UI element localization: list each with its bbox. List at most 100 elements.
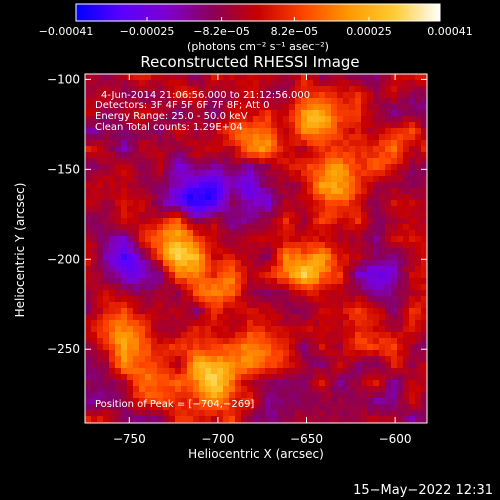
heatmap-cell (295, 284, 302, 291)
heatmap-cell (319, 206, 326, 213)
heatmap-cell (373, 302, 380, 309)
heatmap-cell (217, 146, 224, 153)
heatmap-cell (127, 338, 134, 345)
colorbar: −0.00041 −0.00025 −8.2e−05 8.2e−05 0.00025 0.… (39, 3, 473, 53)
heatmap-cell (397, 356, 404, 363)
heatmap-cell (181, 134, 188, 141)
heatmap-cell (283, 224, 290, 231)
heatmap-cell (361, 290, 368, 297)
heatmap-cell (181, 350, 188, 357)
heatmap-cell (271, 116, 278, 123)
heatmap-cell (193, 140, 200, 147)
heatmap-cell (97, 218, 104, 225)
heatmap-cell (127, 206, 134, 213)
heatmap-cell (319, 92, 326, 99)
heatmap-cell (163, 392, 170, 399)
heatmap-cell (145, 290, 152, 297)
heatmap-cell (169, 278, 176, 285)
heatmap-cell (409, 140, 416, 147)
heatmap-cell (307, 164, 314, 171)
heatmap-cell (271, 146, 278, 153)
heatmap-cell (301, 338, 308, 345)
heatmap-cell (103, 236, 110, 243)
heatmap-cell (337, 182, 344, 189)
heatmap-cell (163, 80, 170, 87)
heatmap-cell (265, 380, 272, 387)
heatmap-cell (337, 296, 344, 303)
heatmap-cell (103, 302, 110, 309)
heatmap-cell (325, 272, 332, 279)
heatmap-cell (205, 98, 212, 105)
heatmap-cell (121, 290, 128, 297)
heatmap-cell (379, 200, 386, 207)
heatmap-cell (157, 200, 164, 207)
heatmap-cell (193, 212, 200, 219)
heatmap-cell (277, 254, 284, 261)
heatmap-cell (103, 230, 110, 237)
heatmap-cell (241, 140, 248, 147)
heatmap-cell (253, 350, 260, 357)
heatmap-cell (91, 272, 98, 279)
heatmap-cell (373, 290, 380, 297)
heatmap-cell (217, 74, 224, 81)
heatmap-cell (301, 206, 308, 213)
heatmap-cell (343, 236, 350, 243)
heatmap-cell (205, 158, 212, 165)
heatmap-cell (169, 374, 176, 381)
heatmap-cell (271, 374, 278, 381)
heatmap-cell (151, 152, 158, 159)
heatmap-cell (211, 278, 218, 285)
heatmap-cell (163, 266, 170, 273)
heatmap-cell (361, 98, 368, 105)
heatmap-cell (211, 122, 218, 129)
heatmap-cell (169, 200, 176, 207)
heatmap-cell (151, 92, 158, 99)
heatmap-cell (199, 152, 206, 159)
heatmap-cell (355, 218, 362, 225)
heatmap-cell (355, 284, 362, 291)
heatmap-cell (409, 362, 416, 369)
heatmap-cell (259, 332, 266, 339)
heatmap-cell (421, 194, 428, 201)
heatmap-cell (181, 218, 188, 225)
heatmap-cell (373, 410, 380, 417)
heatmap-cell (289, 392, 296, 399)
heatmap-cell (151, 218, 158, 225)
heatmap-cell (283, 188, 290, 195)
heatmap-cell (91, 182, 98, 189)
heatmap-cell (187, 344, 194, 351)
heatmap-cell (145, 158, 152, 165)
heatmap-cell (175, 236, 182, 243)
heatmap-cell (415, 344, 422, 351)
heatmap-cell (319, 278, 326, 285)
heatmap-cell (253, 290, 260, 297)
heatmap-cell (199, 230, 206, 237)
heatmap-cell (295, 296, 302, 303)
heatmap-cell (409, 350, 416, 357)
heatmap-cell (193, 260, 200, 267)
heatmap-cell (193, 134, 200, 141)
heatmap-cell (163, 218, 170, 225)
heatmap-cell (247, 164, 254, 171)
heatmap-cell (205, 92, 212, 99)
heatmap-cell (403, 134, 410, 141)
heatmap-cell (361, 266, 368, 273)
heatmap-cell (211, 128, 218, 135)
heatmap-cell (205, 206, 212, 213)
heatmap-cell (175, 218, 182, 225)
heatmap-cell (103, 338, 110, 345)
heatmap-cell (121, 86, 128, 93)
heatmap-cell (229, 128, 236, 135)
heatmap-cell (121, 248, 128, 255)
heatmap-cell (97, 416, 104, 423)
heatmap-cell (295, 128, 302, 135)
heatmap-cell (193, 116, 200, 123)
heatmap-cell (307, 206, 314, 213)
heatmap-cell (187, 350, 194, 357)
heatmap-cell (181, 92, 188, 99)
heatmap-cell (403, 158, 410, 165)
heatmap-cell (331, 338, 338, 345)
heatmap-cell (421, 206, 428, 213)
heatmap-cell (301, 278, 308, 285)
heatmap-cell (229, 80, 236, 87)
